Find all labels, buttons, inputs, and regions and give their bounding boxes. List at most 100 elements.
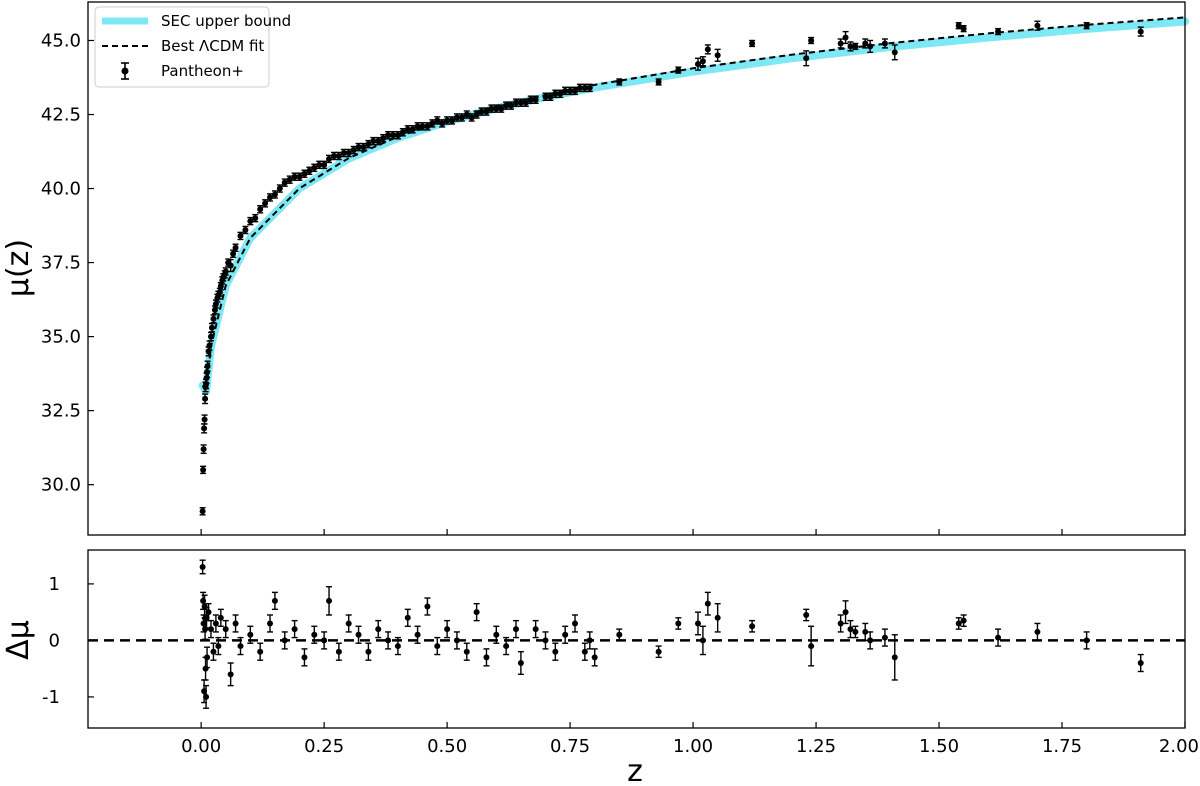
residual-point <box>281 631 288 650</box>
pantheon-marker <box>247 218 254 225</box>
residual-marker <box>955 620 962 627</box>
pantheon-marker <box>498 105 505 112</box>
residual-marker <box>404 614 411 621</box>
pantheon-marker <box>217 283 224 290</box>
residual-marker <box>512 626 519 633</box>
lcdm-fit-curve <box>201 16 1186 395</box>
pantheon-marker <box>306 167 313 174</box>
pantheon-point <box>694 57 701 71</box>
pantheon-marker <box>488 105 495 112</box>
pantheon-marker <box>286 176 293 183</box>
pantheon-marker <box>699 58 706 65</box>
bottom-x-tick-label: 1.75 <box>1042 736 1082 757</box>
pantheon-marker <box>852 43 859 50</box>
pantheon-marker <box>808 37 815 44</box>
residual-marker <box>891 654 898 661</box>
pantheon-point <box>655 78 662 86</box>
pantheon-point <box>891 44 898 61</box>
pantheon-point <box>1083 22 1090 30</box>
residual-point <box>714 602 721 633</box>
residual-point <box>227 662 234 687</box>
residual-point <box>591 648 598 667</box>
residual-marker <box>205 609 212 616</box>
residual-point <box>394 636 401 656</box>
pantheon-point <box>616 78 623 86</box>
pantheon-marker <box>527 96 534 103</box>
residual-point <box>1083 631 1090 650</box>
pantheon-point <box>247 216 254 226</box>
residual-point <box>517 651 524 676</box>
pantheon-marker <box>862 40 869 47</box>
residual-point <box>217 608 224 627</box>
pantheon-point <box>409 125 416 134</box>
pantheon-marker <box>1137 28 1144 35</box>
pantheon-marker <box>409 126 416 133</box>
top-y-tick-label: 35.0 <box>41 327 81 348</box>
residual-point <box>237 636 244 656</box>
pantheon-point <box>262 199 269 208</box>
residual-point <box>749 619 756 633</box>
residual-marker <box>414 631 421 638</box>
residual-marker <box>586 637 593 644</box>
pantheon-point <box>199 507 206 516</box>
pantheon-point <box>242 225 249 235</box>
x-axis-label: z <box>627 754 643 782</box>
pantheon-marker <box>365 141 372 148</box>
residual-point <box>375 619 382 639</box>
pantheon-marker <box>202 395 209 402</box>
residual-point <box>311 625 318 644</box>
residual-marker <box>267 620 274 627</box>
pantheon-point <box>862 38 869 49</box>
residual-marker <box>675 620 682 627</box>
pantheon-marker <box>837 40 844 47</box>
pantheon-marker <box>252 215 259 222</box>
pantheon-point <box>335 151 342 161</box>
pantheon-marker <box>321 161 328 168</box>
residual-marker <box>321 637 328 644</box>
pantheon-marker <box>567 87 574 94</box>
residual-marker <box>281 637 288 644</box>
residual-point <box>473 602 480 622</box>
residual-marker <box>995 634 1002 641</box>
pantheon-point <box>206 340 213 351</box>
residual-point <box>581 642 588 661</box>
pantheon-marker <box>380 135 387 142</box>
residual-marker <box>581 648 588 655</box>
residual-marker <box>222 626 229 633</box>
pantheon-point <box>586 83 593 93</box>
residual-marker <box>355 631 362 638</box>
pantheon-marker <box>675 67 682 74</box>
residual-point <box>542 631 549 650</box>
top-y-tick-label: 45.0 <box>41 30 81 51</box>
residual-point <box>1137 653 1144 673</box>
pantheon-point <box>960 24 967 33</box>
pantheon-marker <box>257 206 264 213</box>
pantheon-point <box>852 42 859 51</box>
pantheon-marker <box>468 114 475 121</box>
sec-upper-bound-curve <box>198 17 1189 396</box>
legend-box <box>94 6 270 88</box>
pantheon-point <box>557 89 564 99</box>
residual-point <box>291 619 298 639</box>
pantheon-marker <box>208 324 215 331</box>
residual-point <box>404 608 411 627</box>
pantheon-marker <box>385 132 392 139</box>
residual-marker <box>714 614 721 621</box>
pantheon-points <box>199 20 1144 516</box>
residual-point <box>207 619 214 639</box>
bottom-x-tick-label: 2.00 <box>1159 736 1199 757</box>
pantheon-point <box>321 160 328 170</box>
pantheon-marker <box>694 61 701 68</box>
residual-point <box>232 614 239 633</box>
residual-point <box>414 625 421 644</box>
pantheon-marker <box>655 78 662 85</box>
residual-marker <box>591 654 598 661</box>
residual-point <box>532 619 539 639</box>
residual-marker <box>394 643 401 650</box>
residual-point <box>385 631 392 650</box>
pantheon-marker <box>201 416 208 423</box>
legend-point-swatch <box>121 67 129 75</box>
residual-marker <box>616 631 623 638</box>
residual-point <box>335 642 342 661</box>
residual-marker <box>699 637 706 644</box>
